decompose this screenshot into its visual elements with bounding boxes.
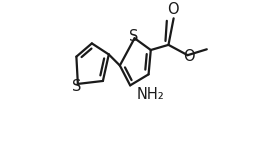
Text: S: S xyxy=(72,79,81,94)
Text: O: O xyxy=(167,2,179,17)
Text: O: O xyxy=(183,49,195,64)
Text: S: S xyxy=(129,29,138,44)
Text: NH₂: NH₂ xyxy=(136,87,164,102)
